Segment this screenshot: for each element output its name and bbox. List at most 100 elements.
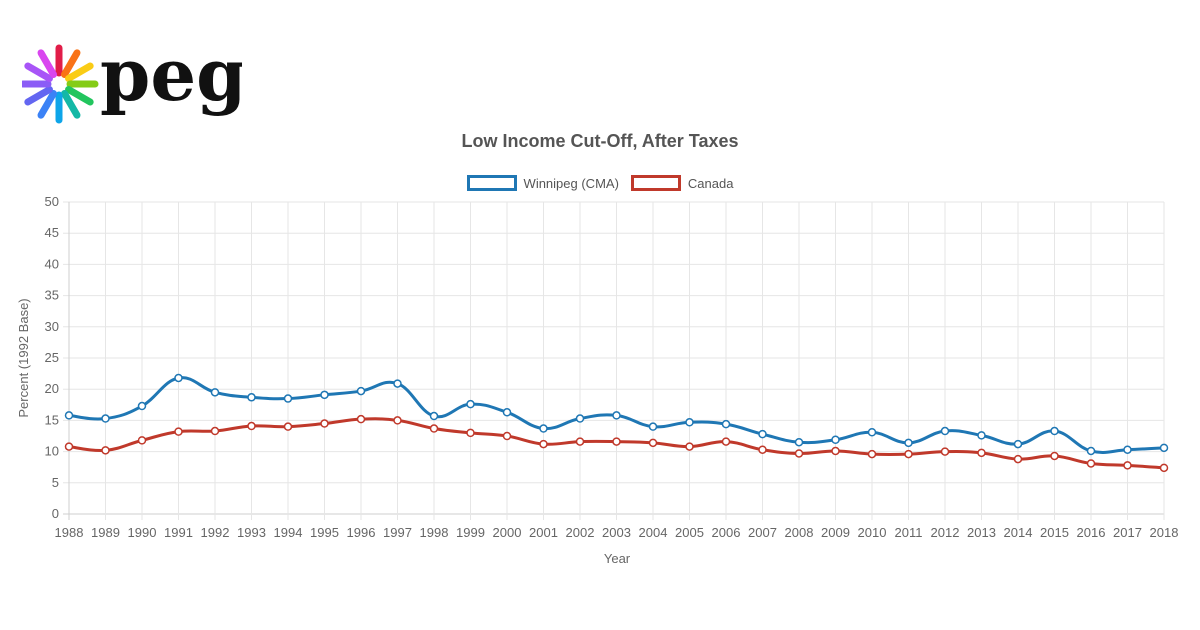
y-tick-label: 30: [45, 319, 59, 334]
data-point-canada[interactable]: [1050, 451, 1059, 461]
x-tick-label: 1999: [456, 525, 485, 540]
data-point-canada[interactable]: [648, 438, 658, 448]
x-tick-label: 2007: [748, 525, 777, 540]
data-point-winnipeg[interactable]: [575, 414, 585, 423]
data-point-winnipeg[interactable]: [283, 394, 293, 403]
x-tick-label: 2006: [712, 525, 741, 540]
data-point-canada[interactable]: [575, 437, 585, 446]
data-point-canada[interactable]: [429, 424, 439, 433]
x-tick-label: 2000: [493, 525, 522, 540]
data-point-canada[interactable]: [794, 449, 804, 458]
legend-item-canada[interactable]: Canada: [630, 175, 733, 191]
data-point-winnipeg[interactable]: [1050, 426, 1059, 436]
data-point-canada[interactable]: [247, 421, 256, 431]
data-point-canada[interactable]: [904, 449, 913, 459]
data-point-winnipeg[interactable]: [904, 438, 913, 448]
x-tick-label: 1991: [164, 525, 193, 540]
x-tick-label: 2003: [602, 525, 631, 540]
data-point-canada[interactable]: [758, 445, 767, 454]
data-point-winnipeg[interactable]: [247, 393, 256, 402]
data-point-canada[interactable]: [1013, 454, 1023, 464]
legend-swatch: [630, 175, 681, 191]
data-point-canada[interactable]: [320, 419, 329, 428]
data-point-canada[interactable]: [940, 447, 950, 456]
data-point-winnipeg[interactable]: [210, 388, 220, 397]
data-point-winnipeg[interactable]: [831, 435, 840, 444]
data-point-winnipeg[interactable]: [356, 386, 366, 396]
x-tick-label: 1993: [237, 525, 266, 540]
x-axis-label: Year: [604, 551, 631, 566]
data-point-canada[interactable]: [867, 449, 877, 459]
x-tick-label: 2001: [529, 525, 558, 540]
legend-label: Winnipeg (CMA): [523, 175, 619, 191]
data-point-canada[interactable]: [977, 448, 986, 458]
y-axis-label: Percent (1992 Base): [16, 298, 31, 417]
data-point-winnipeg[interactable]: [320, 390, 329, 400]
data-point-winnipeg[interactable]: [1123, 445, 1132, 454]
data-point-canada[interactable]: [1159, 463, 1169, 473]
y-tick-label: 0: [52, 506, 59, 521]
data-point-canada[interactable]: [137, 436, 147, 445]
logo-petal: [65, 62, 94, 82]
logo-petal: [24, 86, 53, 106]
data-point-canada[interactable]: [174, 427, 183, 436]
data-point-canada[interactable]: [64, 442, 74, 451]
peg-logo: peg: [22, 40, 242, 124]
data-point-winnipeg[interactable]: [867, 428, 877, 437]
logo-petal: [24, 62, 53, 82]
data-point-canada[interactable]: [356, 414, 366, 424]
data-point-winnipeg[interactable]: [64, 411, 74, 420]
x-tick-label: 1998: [420, 525, 449, 540]
data-point-winnipeg[interactable]: [393, 379, 402, 388]
x-tick-label: 1988: [55, 525, 84, 540]
data-point-canada[interactable]: [685, 442, 694, 451]
x-tick-label: 1992: [201, 525, 230, 540]
x-axis-ticks: 1988 1989 1990 1991 1992 1993 1994 1995 1996 1997…: [55, 525, 1179, 540]
logo-petal: [37, 90, 57, 119]
data-point-canada[interactable]: [466, 428, 475, 438]
data-point-winnipeg[interactable]: [1159, 443, 1169, 453]
data-point-winnipeg[interactable]: [648, 422, 658, 431]
data-point-canada[interactable]: [612, 437, 621, 446]
x-tick-label: 1990: [128, 525, 157, 540]
data-point-canada[interactable]: [831, 446, 840, 456]
data-point-winnipeg[interactable]: [174, 373, 183, 383]
data-point-winnipeg[interactable]: [977, 431, 986, 440]
data-point-winnipeg[interactable]: [721, 419, 731, 429]
y-tick-label: 10: [45, 444, 59, 459]
data-point-winnipeg[interactable]: [1013, 439, 1023, 449]
data-point-winnipeg[interactable]: [612, 411, 621, 420]
data-point-winnipeg[interactable]: [502, 408, 512, 417]
data-point-winnipeg[interactable]: [794, 437, 804, 447]
data-point-canada[interactable]: [393, 416, 402, 425]
x-tick-label: 2017: [1113, 525, 1142, 540]
x-tick-label: 1997: [383, 525, 412, 540]
chart-grid: [63, 201, 1165, 520]
data-point-canada[interactable]: [539, 439, 548, 449]
data-point-winnipeg[interactable]: [466, 399, 475, 409]
x-tick-label: 2008: [785, 525, 814, 540]
data-point-canada[interactable]: [1086, 459, 1096, 468]
data-point-winnipeg[interactable]: [685, 418, 694, 427]
data-point-winnipeg[interactable]: [1086, 446, 1096, 456]
data-point-canada[interactable]: [210, 426, 220, 436]
data-point-canada[interactable]: [502, 431, 512, 441]
data-point-canada[interactable]: [1123, 461, 1132, 470]
logo-text: peg: [100, 40, 242, 117]
chart-legend: Winnipeg (CMA) Canada: [0, 175, 1200, 194]
data-point-canada[interactable]: [283, 422, 293, 431]
legend-item-winnipeg[interactable]: Winnipeg (CMA): [466, 175, 619, 191]
data-point-winnipeg[interactable]: [429, 411, 439, 421]
x-tick-label: 1994: [274, 525, 303, 540]
x-tick-label: 2009: [821, 525, 850, 540]
data-point-canada[interactable]: [101, 446, 110, 455]
data-point-canada[interactable]: [721, 437, 731, 446]
data-point-winnipeg[interactable]: [101, 414, 110, 423]
x-tick-label: 2018: [1150, 525, 1179, 540]
x-tick-label: 1989: [91, 525, 120, 540]
data-point-winnipeg[interactable]: [758, 429, 767, 439]
data-point-winnipeg[interactable]: [137, 401, 147, 411]
data-point-winnipeg[interactable]: [539, 424, 548, 433]
data-point-winnipeg[interactable]: [940, 426, 950, 436]
